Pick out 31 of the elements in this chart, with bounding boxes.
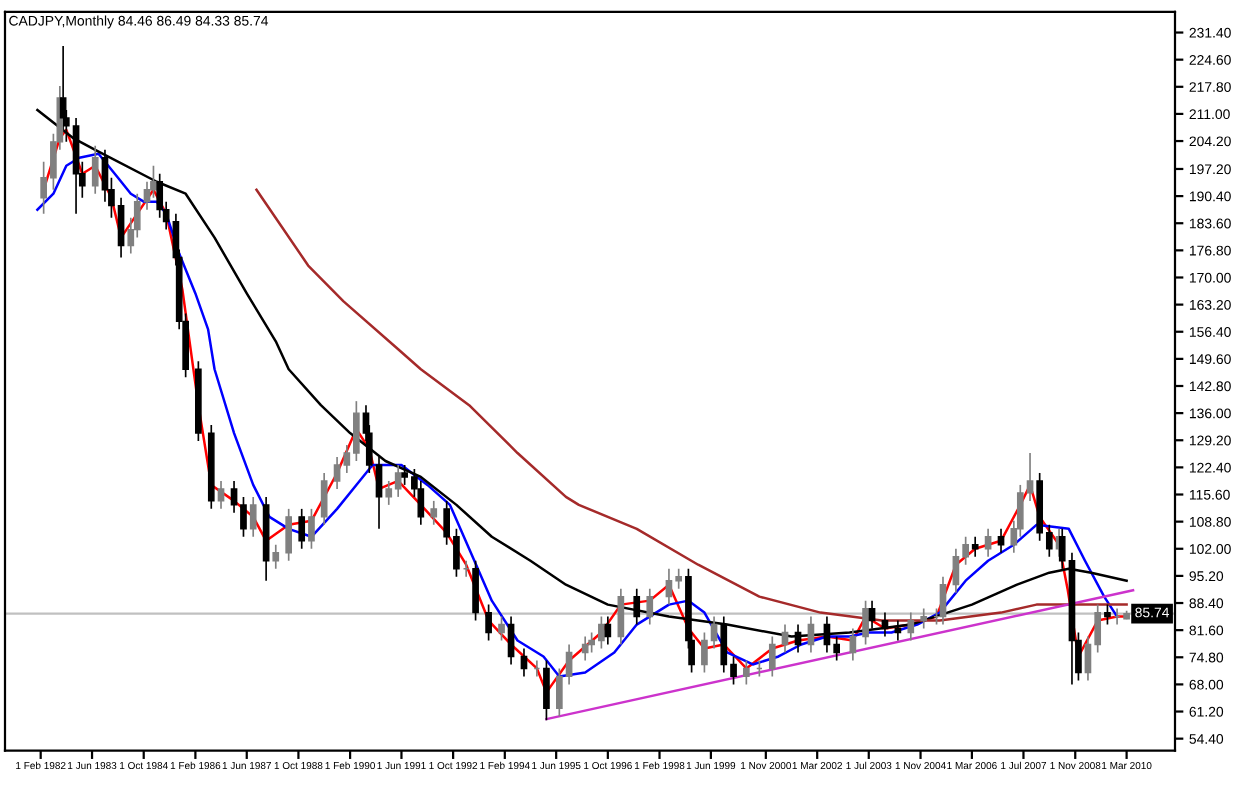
candlestick [485, 603, 492, 642]
candlestick [285, 508, 293, 562]
candlestick [984, 527, 992, 558]
candlestick [971, 535, 979, 558]
candlestick [617, 587, 625, 646]
candlestick [430, 500, 438, 526]
candlestick [520, 647, 528, 678]
candlestick [868, 599, 876, 630]
candlestick [743, 659, 750, 686]
candlestick [249, 496, 257, 538]
candlestick [862, 599, 869, 646]
candlestick [543, 659, 550, 722]
candlestick [781, 623, 789, 654]
candlestick [646, 587, 654, 626]
candlestick [581, 635, 589, 662]
candlestick [768, 635, 776, 678]
candlestick [633, 587, 641, 626]
candlestick [920, 607, 928, 630]
candlestick [939, 575, 947, 626]
candlestick [472, 559, 479, 622]
candlestick [308, 508, 315, 550]
candlestick [604, 615, 612, 646]
candlestick [91, 144, 99, 195]
candlestick [498, 615, 505, 642]
candlestick [320, 472, 328, 526]
candlestick [507, 615, 515, 666]
candlestick [298, 508, 306, 550]
candlestick [272, 543, 280, 570]
candlestick [1104, 603, 1111, 626]
candlestick [907, 611, 915, 642]
candlestick [217, 480, 225, 510]
